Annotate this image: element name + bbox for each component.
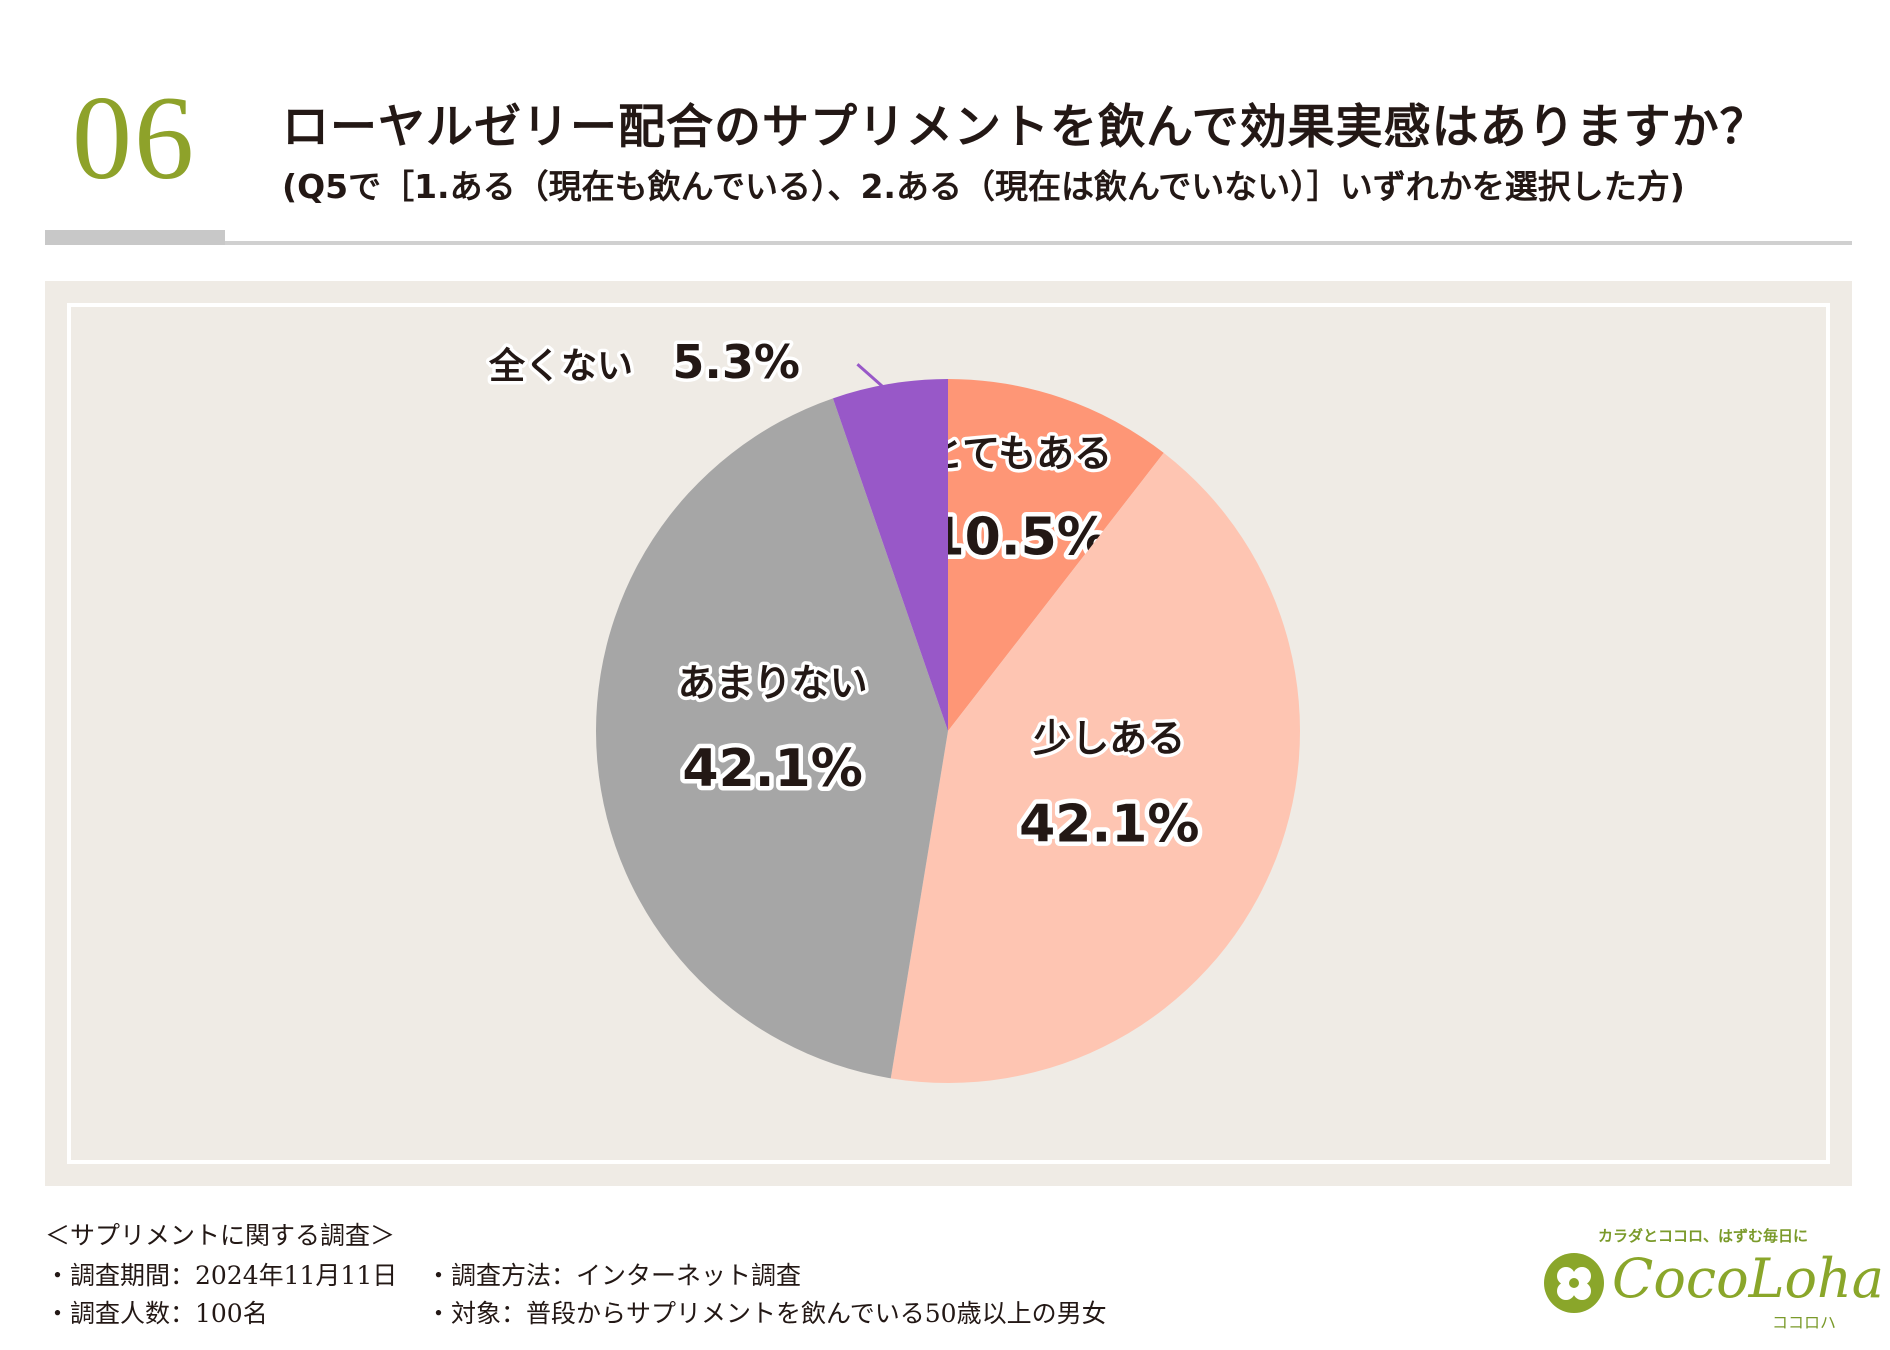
slice-not-much-label: あまりない: [678, 661, 868, 705]
survey-period: ・調査期間：2024年11月11日: [45, 1261, 398, 1290]
slice-not-much: [595, 398, 948, 1079]
slice-somewhat-label: 少しある: [1033, 716, 1185, 760]
logo-name: CocoLoha: [1612, 1247, 1884, 1310]
header-divider-accent: [45, 230, 225, 245]
survey-method: ・調査方法：インターネット調査: [426, 1261, 802, 1290]
slice-somewhat: [890, 452, 1301, 1083]
survey-target: ・対象：普段からサプリメントを飲んでいる50歳以上の男女: [426, 1299, 1107, 1328]
slice-none: [832, 379, 948, 731]
logo-kana: ココロハ: [1772, 1313, 1837, 1332]
slice-not-much-value: 42.1%: [682, 739, 862, 799]
question-number: 06: [72, 71, 196, 204]
slice-somewhat-value: 42.1%: [1019, 794, 1199, 854]
slice-none-label: 全くない: [488, 345, 633, 387]
chart-panel: とてもある 10.5% 少しある 42.1% あまりない 42.1% 5.3% 全くない: [45, 281, 1852, 1186]
slice-very-label: とてもある: [925, 432, 1112, 476]
question-title: ローヤルゼリー配合のサプリメントを飲んで効果実感はありますか？: [282, 100, 1768, 155]
survey-heading: ＜サプリメントに関する調査＞: [45, 1221, 396, 1250]
slice-very: [948, 379, 1164, 731]
survey-count: ・調査人数：100名: [45, 1299, 268, 1328]
logo-tagline: カラダとココロ、はずむ毎日に: [1598, 1227, 1809, 1245]
question-subtitle: (Q5で［1.ある（現在も飲んでいる）、2.ある（現在は飲んでいない）］いずれか…: [282, 167, 1685, 206]
brand-logo: カラダとココロ、はずむ毎日に CocoLoha ココロハ: [1540, 1225, 1884, 1335]
slice-none-value: 5.3%: [672, 335, 800, 389]
chart-frame: [67, 303, 1830, 1164]
header-divider: [45, 241, 1852, 245]
clover-icon: [1544, 1253, 1604, 1313]
slice-none-leader-line: [856, 363, 893, 396]
